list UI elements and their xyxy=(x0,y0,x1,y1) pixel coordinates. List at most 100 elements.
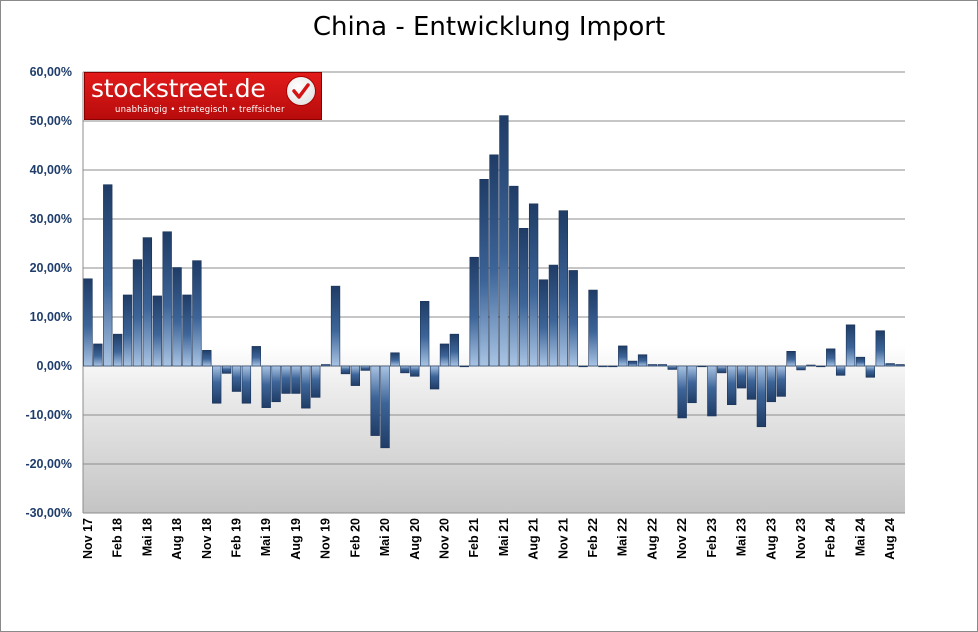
bar xyxy=(707,365,717,417)
bar xyxy=(697,365,707,368)
bar xyxy=(598,365,608,368)
bar xyxy=(301,365,311,409)
checkmark-icon xyxy=(286,76,316,106)
bar xyxy=(113,333,123,367)
y-tick-label: 40,00% xyxy=(30,163,72,177)
x-tick-label: Feb 21 xyxy=(467,518,481,558)
bar xyxy=(608,365,618,368)
bar xyxy=(241,365,252,404)
chart-title: China - Entwicklung Import xyxy=(312,12,666,42)
bar xyxy=(637,354,648,367)
bar xyxy=(429,365,440,390)
y-tick-label: 0,00% xyxy=(37,359,72,373)
x-tick-label: Nov 18 xyxy=(200,518,214,559)
bar xyxy=(677,365,687,419)
bar-series xyxy=(83,115,905,449)
bar xyxy=(330,285,341,367)
bar xyxy=(231,365,242,392)
bar xyxy=(162,231,172,367)
x-tick-label: Feb 20 xyxy=(348,518,362,558)
bar xyxy=(657,364,668,367)
x-tick-label: Mai 19 xyxy=(259,518,273,556)
bar xyxy=(509,185,519,367)
bar xyxy=(588,289,598,367)
x-tick-label: Aug 19 xyxy=(289,518,303,560)
y-tick-label: 50,00% xyxy=(30,114,72,128)
bar xyxy=(796,365,806,371)
x-tick-label: Feb 22 xyxy=(586,518,600,558)
bar xyxy=(83,278,93,367)
x-tick-label: Aug 23 xyxy=(764,518,778,560)
x-tick-label: Feb 24 xyxy=(824,518,838,558)
x-axis-ticks: Nov 17 Feb 18 Mai 18 Aug 18 Nov 18 Feb 19 Mai … xyxy=(81,518,897,560)
bar xyxy=(449,333,460,367)
y-tick-label: -10,00% xyxy=(25,408,72,422)
bar xyxy=(816,365,826,368)
y-tick-label: 60,00% xyxy=(30,65,72,79)
bar xyxy=(132,259,143,367)
x-tick-label: Feb 19 xyxy=(230,518,244,558)
bar xyxy=(766,365,776,403)
bar xyxy=(855,356,866,367)
y-tick-label: 20,00% xyxy=(30,261,72,275)
y-tick-label: -20,00% xyxy=(25,457,72,471)
bar xyxy=(845,324,856,367)
x-tick-label: Mai 21 xyxy=(497,518,511,556)
bar xyxy=(390,352,400,367)
bar xyxy=(895,364,905,367)
bar xyxy=(360,365,370,371)
x-tick-label: Aug 21 xyxy=(527,518,541,560)
x-tick-label: Mai 23 xyxy=(735,518,749,556)
bar xyxy=(370,365,380,436)
x-tick-label: Nov 19 xyxy=(319,518,333,559)
bar xyxy=(410,365,420,377)
x-tick-label: Nov 20 xyxy=(437,518,451,559)
bar xyxy=(420,301,430,367)
x-tick-label: Aug 24 xyxy=(883,518,897,560)
bar xyxy=(736,365,747,389)
bar xyxy=(786,350,796,367)
bar xyxy=(756,365,767,428)
bar xyxy=(152,295,162,367)
bar xyxy=(93,343,103,367)
bar xyxy=(142,237,153,367)
bar xyxy=(320,364,331,367)
bar xyxy=(439,343,450,367)
x-tick-label: Mai 24 xyxy=(853,518,867,556)
bar xyxy=(727,365,737,406)
x-tick-label: Nov 21 xyxy=(556,518,570,559)
bar xyxy=(400,365,410,374)
bar xyxy=(271,365,281,403)
bar xyxy=(667,365,677,370)
y-tick-label: -30,00% xyxy=(25,506,72,520)
bar xyxy=(885,363,895,367)
bar xyxy=(578,365,588,368)
bar xyxy=(835,365,846,376)
bar xyxy=(459,365,469,368)
bar xyxy=(212,365,222,404)
x-tick-label: Aug 18 xyxy=(170,518,184,560)
x-tick-label: Mai 20 xyxy=(378,518,392,556)
bar xyxy=(875,330,885,367)
bar xyxy=(717,365,727,374)
bar xyxy=(568,270,578,367)
x-tick-label: Nov 17 xyxy=(81,518,95,559)
y-tick-label: 30,00% xyxy=(30,212,72,226)
bar xyxy=(202,350,212,367)
bar xyxy=(340,365,351,375)
logo-name: stockstreet.de xyxy=(91,74,266,103)
bar xyxy=(647,364,658,367)
bar xyxy=(776,365,786,397)
bar xyxy=(380,365,390,449)
bar xyxy=(261,365,271,408)
bar xyxy=(538,279,549,367)
x-tick-label: Mai 22 xyxy=(616,518,630,556)
bar xyxy=(687,365,697,404)
bar xyxy=(548,264,559,367)
bar xyxy=(826,348,836,367)
bar xyxy=(291,365,301,394)
bar xyxy=(172,267,182,367)
stockstreet-logo: stockstreet.de unabhängig • strategisch … xyxy=(84,72,322,120)
bar xyxy=(182,294,192,367)
